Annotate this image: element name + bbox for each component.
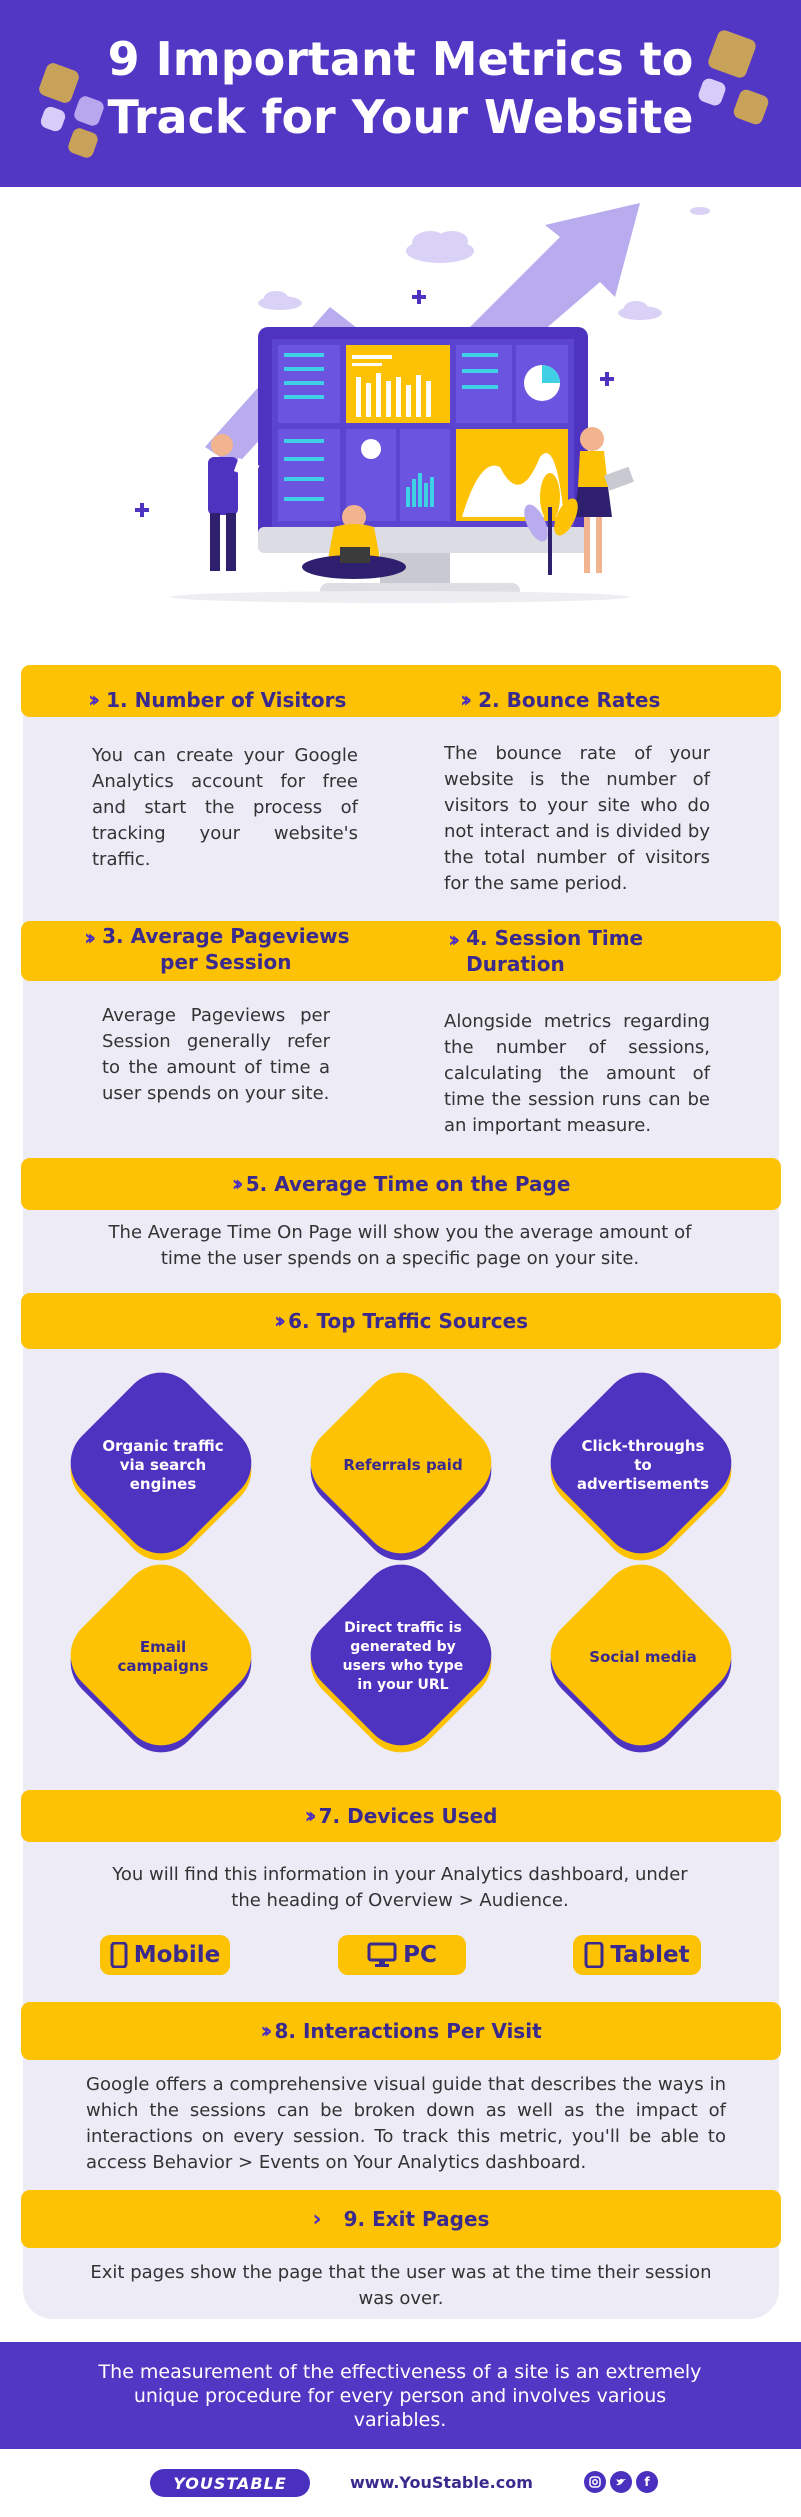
chevron-right-icon: ›› — [260, 2018, 272, 2044]
section-text-2: The bounce rate of your website is the n… — [444, 743, 710, 894]
traffic-source-referrals: Referrals paid — [294, 1356, 508, 1570]
section-header-7: ›› 7. Devices Used — [21, 1790, 781, 1842]
footer-summary: The measurement of the effectiveness of … — [98, 2361, 702, 2431]
traffic-source-direct: Direct traffic is generated by users who… — [294, 1548, 508, 1762]
section-text-3: Average Pageviews per Session generally … — [102, 1005, 330, 1104]
chevron-right-icon: ›› — [231, 1171, 244, 1197]
tablet-icon — [584, 1942, 604, 1968]
hero-illustration — [0, 187, 801, 657]
section-header-8: ›› 8. Interactions Per Visit — [21, 2002, 781, 2060]
brand-logo[interactable]: YOUSTABLE — [150, 2469, 310, 2497]
section-text-4: Alongside metrics regarding the number o… — [444, 1011, 710, 1136]
website-link[interactable]: www.YouStable.com — [350, 2473, 533, 2492]
section-header-5: ›› 5. Average Time on the Page — [21, 1158, 781, 1210]
chevron-right-icon: ›› — [304, 1803, 317, 1829]
chevron-right-icon: ›› — [460, 688, 472, 713]
section-text-9: Exit pages show the page that the user w… — [90, 2262, 712, 2309]
section-header-1-2 — [21, 665, 781, 717]
section-title-1: ›› 1. Number of Visitors — [88, 687, 346, 716]
monitor-icon — [367, 1942, 397, 1967]
section-text-7: You will find this information in your A… — [112, 1864, 688, 1911]
section-text-1: You can create your Google Analytics acc… — [92, 745, 358, 870]
analytics-dashboard-illustration — [135, 203, 710, 603]
section-title-3: ›› 3. Average Pageviews per Session — [84, 924, 350, 974]
header-banner: 9 Important Metrics to Track for Your We… — [0, 0, 801, 187]
page-title-line2: Track for Your Website — [107, 90, 694, 144]
traffic-source-organic: Organic traffic via search engines — [54, 1356, 268, 1570]
section-title-2: ›› 2. Bounce Rates — [460, 687, 660, 716]
section-header-9: › 9. Exit Pages — [21, 2190, 781, 2248]
mobile-icon — [110, 1942, 128, 1968]
section-text-5: The Average Time On Page will show you t… — [108, 1222, 692, 1269]
device-pc: PC — [338, 1935, 466, 1975]
instagram-icon[interactable] — [584, 2471, 606, 2493]
traffic-source-click-throughs: Click-throughs to advertisements — [534, 1356, 748, 1570]
facebook-icon[interactable]: f — [636, 2471, 658, 2493]
section-header-6: ›› 6. Top Traffic Sources — [21, 1293, 781, 1349]
section-title-4: ›› 4. Session Time Duration — [448, 926, 644, 976]
traffic-source-social: Social media — [534, 1548, 748, 1762]
footer-bar: YOUSTABLE www.YouStable.com f — [0, 2449, 801, 2517]
chevron-right-icon: ›› — [273, 1308, 286, 1334]
footer-summary-band: The measurement of the effectiveness of … — [0, 2342, 801, 2449]
traffic-source-email: Email campaigns — [54, 1548, 268, 1762]
page-title-line1: 9 Important Metrics to — [107, 32, 694, 86]
section-text-8: Google offers a comprehensive visual gui… — [86, 2074, 726, 2173]
twitter-icon[interactable] — [610, 2471, 632, 2493]
device-mobile: Mobile — [100, 1935, 230, 1975]
chevron-right-icon: ›› — [84, 926, 96, 951]
device-tablet: Tablet — [573, 1935, 701, 1975]
chevron-right-icon: ›› — [88, 688, 100, 713]
section-header-3-4 — [21, 921, 781, 981]
chevron-right-icon: ›› — [448, 928, 460, 953]
chevron-right-icon: › — [312, 2206, 322, 2232]
